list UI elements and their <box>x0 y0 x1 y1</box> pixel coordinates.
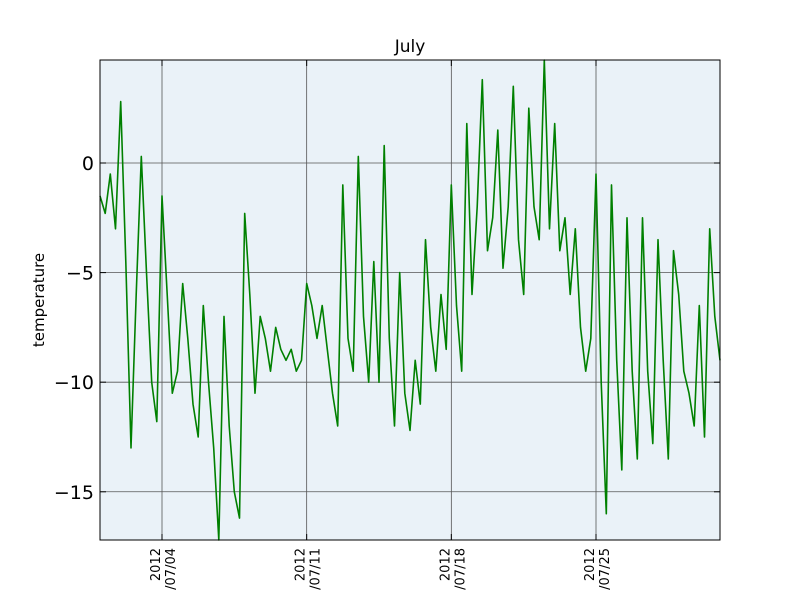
x-tick-label: 2012 <box>294 548 309 581</box>
temperature-series-line <box>99 59 721 541</box>
y-tick-label: −15 <box>54 482 94 504</box>
y-axis-label: temperature <box>30 253 48 347</box>
y-tick-label: −10 <box>54 372 94 394</box>
x-tick-label: /07/04 <box>164 548 179 590</box>
grid-lines <box>100 60 720 540</box>
x-tick-label: 2012 <box>149 548 164 581</box>
plot-background <box>100 60 720 540</box>
x-tick-label: /07/18 <box>453 548 468 590</box>
y-tick-label: −5 <box>66 263 94 285</box>
x-tick-label: 2012 <box>583 548 598 581</box>
y-tick-label: 0 <box>82 153 94 175</box>
x-tick-label: 2012 <box>438 548 453 581</box>
x-tick-label: /07/25 <box>598 548 613 590</box>
x-tick-label: /07/11 <box>309 548 324 590</box>
chart-title: July <box>394 37 426 57</box>
plot-frame <box>99 59 721 541</box>
